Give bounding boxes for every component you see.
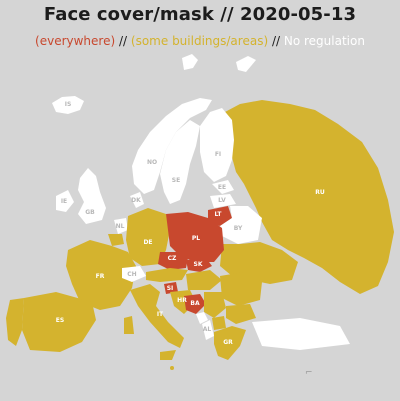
label-NL: NL [116, 223, 125, 230]
legend-some: (some buildings/areas) [130, 34, 269, 48]
country-HU [186, 270, 222, 290]
label-ES: ES [56, 317, 64, 324]
label-FR: FR [96, 273, 105, 280]
label-LT: LT [215, 211, 223, 218]
country-LT [208, 206, 232, 226]
label-HR: HR [177, 297, 187, 304]
label-NO: NO [147, 159, 157, 166]
country-NO [132, 98, 212, 194]
country-PT [6, 298, 24, 346]
label-SI: SI [167, 285, 174, 292]
country-MK [212, 316, 226, 330]
country-DK [130, 192, 144, 208]
label-PL: PL [192, 235, 200, 242]
country-NL [114, 218, 128, 234]
label-BA: BA [190, 300, 200, 307]
country-FR [66, 240, 136, 310]
country-BA [184, 294, 206, 314]
signature-mark: ⌐ [305, 368, 313, 378]
label-DE: DE [143, 239, 152, 246]
label-IS: IS [65, 101, 72, 108]
label-AL: AL [203, 326, 212, 333]
label-SK: SK [194, 261, 203, 268]
country-DE [126, 208, 170, 266]
island-novaya [236, 56, 256, 72]
island-sardinia [124, 316, 134, 334]
label-GB: GB [85, 209, 95, 216]
country-GB [78, 168, 106, 224]
legend-separator-2: // [271, 34, 281, 48]
label-RU: RU [315, 189, 325, 196]
country-CZ [158, 252, 188, 270]
country-IE [56, 190, 74, 212]
country-IT [130, 284, 184, 348]
country-RS [204, 292, 226, 318]
country-CH [122, 266, 146, 282]
country-SK [186, 258, 212, 272]
country-IS [52, 96, 84, 114]
legend: (everywhere) // (some buildings/areas) /… [0, 34, 400, 48]
country-TR [252, 318, 350, 350]
country-ES [22, 292, 96, 352]
country-FI [200, 108, 234, 182]
country-RU [225, 100, 394, 294]
country-AT [146, 268, 188, 282]
label-LV: LV [218, 197, 226, 204]
label-CH: CH [127, 271, 136, 278]
country-AL [202, 320, 214, 340]
label-EE: EE [218, 184, 226, 191]
label-DK: DK [131, 197, 141, 204]
country-SE [160, 120, 200, 204]
country-GR [214, 326, 246, 360]
country-ME [196, 312, 208, 324]
country-SI [164, 282, 178, 294]
country-RO [220, 272, 262, 306]
label-BY: BY [234, 225, 243, 232]
label-IT: IT [157, 311, 164, 318]
country-MT [170, 366, 174, 370]
island-svalbard [182, 54, 198, 70]
island-sicily [160, 350, 176, 360]
legend-separator-1: // [118, 34, 128, 48]
country-BG [226, 304, 256, 324]
legend-none: No regulation [283, 34, 365, 48]
label-FI: FI [215, 151, 221, 158]
label-GR: GR [223, 339, 233, 346]
country-EE [212, 180, 234, 194]
label-SE: SE [172, 177, 180, 184]
legend-everywhere: (everywhere) [35, 34, 116, 48]
country-LV [210, 194, 236, 208]
country-BY [220, 206, 262, 244]
label-IE: IE [61, 198, 67, 205]
page-title: Face cover/mask // 2020-05-13 [43, 4, 357, 25]
label-CZ: CZ [168, 255, 177, 262]
country-BE [108, 234, 124, 246]
country-PL [166, 212, 224, 262]
